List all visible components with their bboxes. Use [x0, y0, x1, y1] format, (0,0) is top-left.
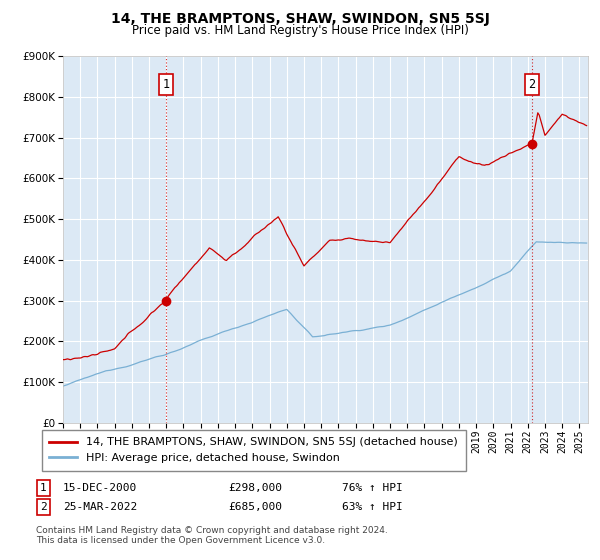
Text: 63% ↑ HPI: 63% ↑ HPI	[342, 502, 403, 512]
Text: Price paid vs. HM Land Registry's House Price Index (HPI): Price paid vs. HM Land Registry's House …	[131, 24, 469, 36]
Text: 15-DEC-2000: 15-DEC-2000	[63, 483, 137, 493]
Text: 25-MAR-2022: 25-MAR-2022	[63, 502, 137, 512]
Text: 1: 1	[163, 78, 170, 91]
Text: 14, THE BRAMPTONS, SHAW, SWINDON, SN5 5SJ: 14, THE BRAMPTONS, SHAW, SWINDON, SN5 5S…	[110, 12, 490, 26]
Text: This data is licensed under the Open Government Licence v3.0.: This data is licensed under the Open Gov…	[36, 536, 325, 545]
Legend: 14, THE BRAMPTONS, SHAW, SWINDON, SN5 5SJ (detached house), HPI: Average price, : 14, THE BRAMPTONS, SHAW, SWINDON, SN5 5S…	[41, 430, 466, 471]
Text: 76% ↑ HPI: 76% ↑ HPI	[342, 483, 403, 493]
Text: Contains HM Land Registry data © Crown copyright and database right 2024.: Contains HM Land Registry data © Crown c…	[36, 526, 388, 535]
Text: £685,000: £685,000	[228, 502, 282, 512]
Text: 2: 2	[40, 502, 47, 512]
Text: 1: 1	[40, 483, 47, 493]
Text: £298,000: £298,000	[228, 483, 282, 493]
Text: 2: 2	[529, 78, 536, 91]
